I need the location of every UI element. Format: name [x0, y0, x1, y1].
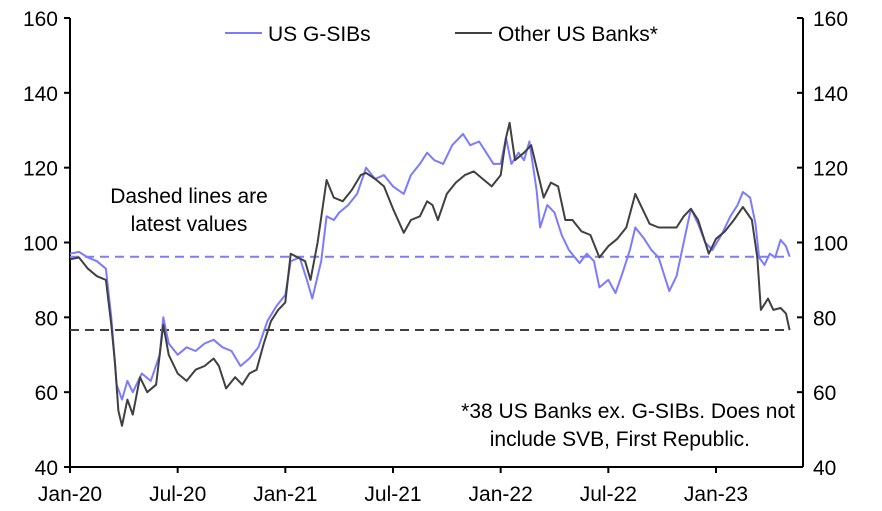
y-tick-label-left: 160: [23, 8, 58, 31]
legend-label-gsibs: US G-SIBs: [268, 23, 371, 46]
y-tick-label-left: 140: [23, 83, 58, 106]
x-tick-label: Jul-20: [149, 483, 206, 506]
series-line-us-gsibs: [69, 133, 791, 401]
y-tick-label-left: 40: [35, 457, 58, 480]
y-tick-label-right: 100: [813, 233, 848, 256]
y-tick-label-left: 60: [35, 382, 58, 405]
y-tick-label-left: 120: [23, 158, 58, 181]
y-tick-label-right: 40: [813, 457, 836, 480]
footnote-line-2: include SVB, First Republic.: [490, 428, 750, 451]
note-line-2: latest values: [131, 213, 248, 236]
x-tick-label: Jul-22: [580, 483, 637, 506]
x-tick-label: Jan-22: [469, 483, 533, 506]
x-tick-label: Jan-20: [38, 483, 102, 506]
y-tick-label-right: 60: [813, 382, 836, 405]
y-tick-label-left: 80: [35, 307, 58, 330]
y-tick-label-right: 160: [813, 8, 848, 31]
legend-label-other: Other US Banks*: [498, 23, 658, 46]
y-tick-label-right: 120: [813, 158, 848, 181]
footnote-line-1: *38 US Banks ex. G-SIBs. Does not: [461, 400, 795, 423]
x-tick-label: Jan-21: [253, 483, 317, 506]
y-tick-label-left: 100: [23, 233, 58, 256]
legend: US G-SIBs Other US Banks*: [225, 23, 658, 46]
y-tick-label-right: 80: [813, 307, 836, 330]
x-tick-label: Jul-21: [364, 483, 421, 506]
x-tick-label: Jan-23: [684, 483, 748, 506]
footnote: *38 US Banks ex. G-SIBs. Does not includ…: [461, 400, 795, 451]
series-line-other-us-banks: [69, 121, 791, 427]
dashed-lines-note: Dashed lines are latest values: [110, 185, 268, 236]
y-tick-label-right: 140: [813, 83, 848, 106]
note-line-1: Dashed lines are: [110, 185, 268, 208]
